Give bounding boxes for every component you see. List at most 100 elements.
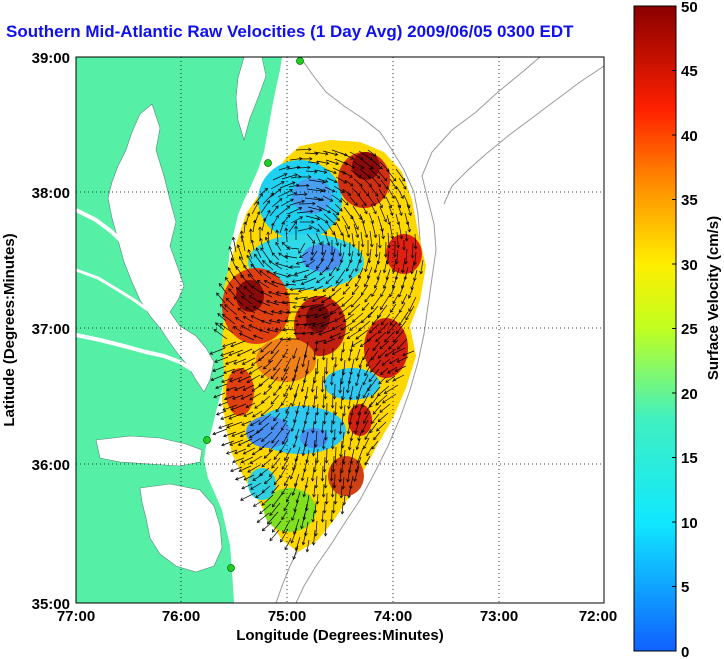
velocity-arrowhead: [319, 271, 323, 276]
velocity-arrow: [243, 264, 254, 278]
velocity-arrow: [364, 401, 373, 415]
velocity-arrowhead: [333, 412, 338, 416]
velocity-arrow: [331, 278, 344, 292]
radar-stations: [203, 57, 304, 572]
velocity-arrowhead: [292, 305, 296, 309]
velocity-arrow: [406, 203, 412, 216]
velocity-arrowhead: [299, 254, 303, 258]
velocity-arrow: [340, 251, 345, 263]
velocity-arrowhead: [230, 407, 235, 411]
velocity-arrow: [320, 320, 335, 327]
velocity-arrow: [312, 376, 315, 392]
velocity-arrow: [292, 482, 298, 496]
velocity-arrowhead: [344, 152, 348, 157]
velocity-arrow: [338, 331, 351, 339]
velocity-arrow: [340, 350, 343, 361]
velocity-arrowhead: [252, 477, 256, 481]
velocity-arrowhead: [248, 324, 253, 328]
velocity-arrowhead: [235, 287, 240, 291]
velocity-arrow: [225, 359, 238, 365]
velocity-arrowhead: [408, 308, 412, 312]
velocity-arrowhead: [228, 352, 232, 357]
colorbar-tick-label: 5: [681, 579, 689, 596]
velocity-arrowhead: [294, 369, 298, 373]
velocity-arrowhead: [343, 180, 348, 184]
velocity-arrow: [253, 335, 264, 340]
velocity-arrowhead: [329, 335, 334, 339]
velocity-arrowhead: [367, 387, 371, 392]
velocity-arrowhead: [302, 379, 307, 384]
velocity-arrow: [281, 393, 289, 406]
velocity-arrow: [259, 329, 270, 334]
velocity-arrowhead: [308, 147, 312, 152]
velocity-arrowhead: [237, 379, 242, 383]
velocity-arrowhead: [295, 322, 299, 327]
velocity-arrowhead: [314, 169, 318, 174]
velocity-arrow: [270, 367, 281, 380]
velocity-arrow: [363, 437, 370, 449]
velocity-arrow: [278, 166, 290, 171]
velocity-arrowhead: [413, 246, 418, 250]
velocity-arrowhead: [240, 396, 245, 400]
velocity-arrowhead: [234, 387, 238, 391]
velocity-arrow: [291, 392, 298, 407]
velocity-arrowhead: [309, 331, 314, 336]
velocity-arrowhead: [384, 185, 388, 190]
velocity-arrowhead: [368, 183, 372, 188]
velocity-arrow: [396, 186, 404, 199]
velocity-arrow: [247, 249, 253, 260]
velocity-arrow: [386, 169, 397, 182]
velocity-arrowhead: [402, 178, 406, 182]
velocity-arrow: [215, 322, 225, 331]
velocity-arrowhead: [250, 315, 255, 319]
james-river: [76, 333, 198, 374]
velocity-arrow: [332, 296, 345, 306]
velocity-arrow: [366, 446, 373, 456]
velocity-arrow: [403, 194, 410, 208]
velocity-arrowhead: [370, 306, 375, 310]
velocity-arrowhead: [395, 330, 400, 335]
velocity-arrowhead: [338, 253, 343, 257]
velocity-arrow: [325, 159, 339, 165]
velocity-arrowhead: [235, 477, 239, 481]
colorbar: 50 45 40 35 30 25 20 15 10 5 0 Surface V…: [633, 0, 722, 659]
velocity-arrowhead: [325, 280, 330, 285]
velocity-arrowhead: [373, 210, 377, 215]
velocity-arrowhead: [398, 322, 402, 326]
velocity-arrowhead: [390, 309, 394, 313]
velocity-arrow: [215, 383, 228, 389]
velocity-arrowhead: [261, 400, 265, 404]
velocity-arrowhead: [383, 177, 388, 182]
velocity-arrow: [264, 280, 279, 288]
velocity-arrow: [237, 348, 253, 356]
velocity-arrowhead: [407, 295, 412, 299]
velocity-arrow: [245, 402, 256, 408]
velocity-arrowhead: [271, 490, 275, 494]
velocity-arrowhead: [298, 207, 303, 211]
velocity-arrowhead: [330, 357, 335, 361]
velocity-arrow: [258, 413, 272, 425]
velocity-arrow: [342, 431, 345, 448]
velocity-arrowhead: [342, 243, 347, 248]
velocity-arrowhead: [405, 316, 409, 321]
velocity-arrowhead: [225, 387, 230, 392]
velocity-arrow: [385, 196, 392, 208]
velocity-arrow: [374, 278, 380, 289]
velocity-arrowhead: [342, 318, 347, 323]
velocity-arrowhead: [391, 351, 396, 355]
velocity-arrowhead: [375, 193, 379, 197]
velocity-arrowhead: [372, 153, 377, 157]
velocity-arrowhead: [321, 299, 325, 304]
velocity-arrowhead: [221, 313, 226, 318]
velocity-arrow: [307, 206, 322, 211]
velocity-arrow: [256, 247, 262, 259]
velocity-arrowhead: [282, 327, 286, 332]
velocity-arrow: [377, 349, 388, 359]
velocity-arrowhead: [290, 198, 294, 202]
velocity-arrow: [386, 268, 391, 280]
velocity-arrowhead: [212, 431, 217, 436]
velocity-arrowhead: [364, 210, 368, 215]
velocity-arrowhead: [364, 298, 368, 303]
velocity-arrowhead: [354, 283, 359, 287]
velocity-arrow: [369, 185, 379, 197]
